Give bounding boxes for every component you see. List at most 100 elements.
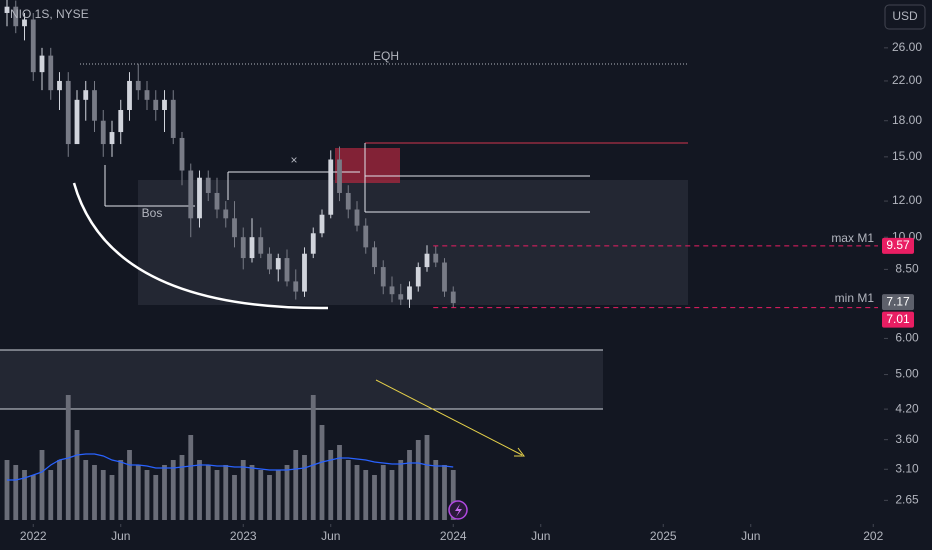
candle-body [188, 170, 194, 219]
volume-bar [179, 455, 185, 520]
candle-body [92, 90, 97, 121]
price-box [882, 311, 914, 328]
candle-body [424, 253, 430, 268]
volume-bar [354, 465, 360, 520]
currency-label: USD [892, 9, 918, 23]
lower-zone [0, 350, 603, 409]
volume-bar [188, 435, 194, 520]
volume-bar [205, 465, 211, 520]
candle-body [433, 253, 439, 263]
rounding-curve [72, 182, 329, 310]
volume-bar [345, 460, 351, 520]
candle-body [170, 99, 176, 138]
candle-body [345, 192, 351, 210]
candle-body [372, 247, 377, 268]
max-label: max M1 [831, 231, 874, 245]
x-tick-label: 2025 [650, 529, 677, 543]
candle-body [214, 192, 220, 210]
candle-body [232, 218, 237, 238]
candle-body [380, 267, 386, 287]
trend-arrow [375, 379, 523, 456]
volume-bar [415, 440, 421, 520]
volume-bar [13, 465, 19, 520]
candle-body [30, 19, 36, 73]
volume-bar [319, 425, 325, 520]
price-box [882, 294, 914, 311]
candle-body [249, 237, 255, 259]
candle-body [205, 177, 211, 193]
volume-bar [127, 450, 132, 520]
candle-body [57, 80, 62, 91]
volume-bar [407, 450, 412, 520]
volume-bar [284, 465, 290, 520]
alert-icon-bolt [455, 504, 462, 517]
volume-bar [48, 470, 54, 520]
volume-bar [380, 465, 386, 520]
volume-bar [135, 465, 141, 520]
y-tick-label: 3.60 [895, 432, 919, 446]
candle-body [48, 55, 54, 91]
candle-body [13, 6, 19, 27]
x-tick-label: 2024 [440, 529, 467, 543]
marks: 26.0022.0018.0015.0012.0010.008.506.005.… [4, 0, 922, 543]
candle-body [389, 286, 395, 295]
candle-body [100, 120, 106, 145]
candle-body [109, 132, 115, 145]
min-label: min M1 [835, 291, 875, 305]
volume-bar [170, 460, 176, 520]
candle-body [4, 6, 10, 13]
candle-body [363, 225, 369, 248]
candle-body [319, 214, 325, 234]
candle-body [22, 19, 27, 27]
candle-body [39, 55, 45, 73]
y-tick-label: 2.65 [895, 493, 919, 507]
x-tick-label: 2022 [20, 529, 47, 543]
x-tick-label: 2023 [230, 529, 257, 543]
y-tick-label: 22.00 [892, 73, 922, 87]
volume-bar [100, 470, 106, 520]
candle-body [354, 209, 360, 226]
supply-zone [335, 148, 400, 183]
y-tick-label: 12.00 [892, 193, 922, 207]
candle-body [398, 294, 404, 300]
candle-body [223, 209, 229, 219]
volume-bar [363, 470, 369, 520]
currency-button[interactable] [884, 4, 926, 30]
volume-bar [92, 465, 97, 520]
candle-body [74, 99, 80, 145]
y-tick-label: 8.50 [895, 262, 919, 276]
volume-bar [249, 465, 255, 520]
volume-bar [433, 460, 439, 520]
volume-bar [310, 395, 316, 520]
candle-body [293, 281, 299, 292]
candle-body [415, 267, 421, 287]
candle-body [267, 253, 272, 270]
volume-bar [153, 475, 159, 520]
y-tick-label: 6.00 [895, 331, 919, 345]
y-tick-label: 4.20 [895, 401, 919, 415]
volume-bar [223, 465, 229, 520]
volume-bar [74, 430, 80, 520]
eqh-label: EQH [373, 49, 399, 63]
volume-bar [424, 435, 430, 520]
volume-bar [232, 475, 237, 520]
volume-bar [389, 470, 395, 520]
candle-body [328, 159, 334, 215]
candle-body [240, 237, 246, 259]
candle-body [337, 159, 342, 193]
price-box [882, 237, 914, 254]
range-zone [138, 180, 688, 305]
candle-body [118, 110, 124, 133]
volume-bar [267, 475, 272, 520]
volume-bar [109, 475, 115, 520]
y-tick-label: 18.00 [892, 113, 922, 127]
volume-bar [162, 465, 167, 520]
candle-body [407, 286, 412, 300]
x-tick-label: 202 [863, 529, 883, 543]
volume-bar [197, 460, 202, 520]
candle-body [275, 258, 281, 270]
y-tick-label: 5.00 [895, 367, 919, 381]
volume-bar [39, 450, 45, 520]
y-tick-label: 15.00 [892, 149, 922, 163]
